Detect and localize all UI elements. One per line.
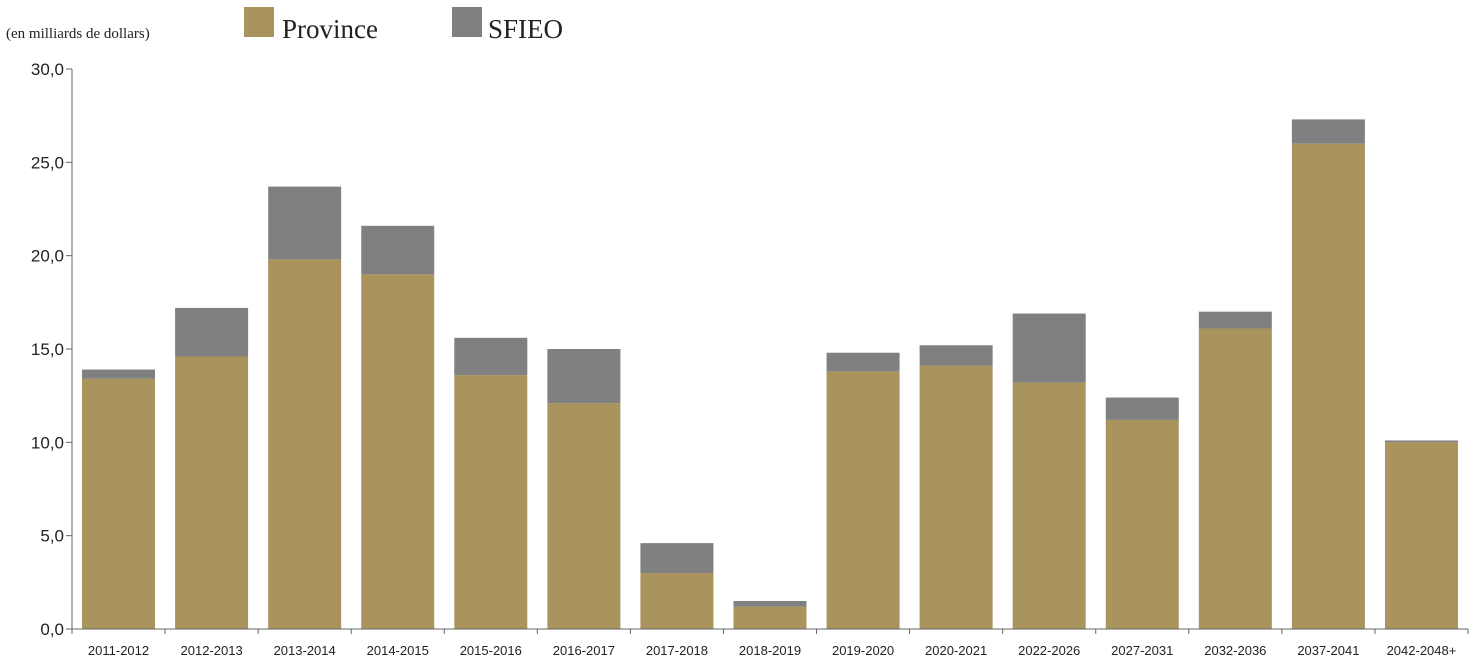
bar-province-2015-2016 [454, 375, 528, 629]
y-tick-label: 20,0 [31, 247, 64, 266]
x-tick-label: 2027-2031 [1111, 643, 1173, 658]
bar-province-2027-2031 [1105, 419, 1179, 629]
bar-province-2022-2026 [1012, 382, 1086, 629]
y-tick-label: 5,0 [40, 527, 64, 546]
bar-province-2016-2017 [547, 403, 621, 629]
bar-province-2037-2041 [1291, 143, 1365, 630]
legend: Province SFIEO [244, 7, 563, 44]
legend-swatch-sfieo [452, 7, 482, 37]
bar-province-2020-2021 [919, 365, 993, 629]
x-tick-label: 2037-2041 [1297, 643, 1359, 658]
y-axis-tick-labels: 0,0 5,0 10,0 15,0 20,0 25,0 30,0 [31, 60, 64, 639]
bar-province-2019-2020 [826, 371, 900, 629]
bar-sfieo-2032-2036 [1198, 311, 1272, 329]
bar-province-2014-2015 [361, 274, 435, 629]
bar-province-2013-2014 [268, 259, 342, 629]
x-tick-label: 2016-2017 [553, 643, 615, 658]
bar-sfieo-2020-2021 [919, 345, 993, 366]
x-tick-label: 2032-2036 [1204, 643, 1266, 658]
bar-sfieo-2018-2019 [733, 601, 807, 607]
bar-province-2042-2048+ [1384, 442, 1458, 629]
bar-province-2011-2012 [82, 378, 156, 629]
y-tick-label: 0,0 [40, 620, 64, 639]
y-tick-label: 15,0 [31, 340, 64, 359]
x-tick-label: 2015-2016 [460, 643, 522, 658]
bar-province-2017-2018 [640, 573, 714, 629]
unit-label: (en milliards de dollars) [6, 26, 150, 42]
x-tick-label: 2017-2018 [646, 643, 708, 658]
bar-sfieo-2042-2048+ [1384, 440, 1458, 443]
bar-sfieo-2037-2041 [1291, 119, 1365, 144]
legend-label-province: Province [282, 14, 378, 44]
bar-sfieo-2012-2013 [175, 307, 249, 357]
bar-province-2018-2019 [733, 606, 807, 629]
bar-sfieo-2014-2015 [361, 225, 435, 275]
x-axis-tick-labels: 2011-2012 2012-2013 2013-2014 2014-2015 2015… [88, 643, 1456, 658]
bar-sfieo-2013-2014 [268, 186, 342, 260]
bar-sfieo-2017-2018 [640, 543, 714, 573]
x-tick-label: 2042-2048+ [1387, 643, 1457, 658]
x-tick-label: 2011-2012 [88, 643, 149, 658]
bar-sfieo-2027-2031 [1105, 397, 1179, 420]
legend-label-sfieo: SFIEO [488, 14, 563, 44]
bar-sfieo-2019-2020 [826, 352, 900, 372]
y-tick-label: 30,0 [31, 60, 64, 79]
x-tick-label: 2013-2014 [274, 643, 336, 658]
bar-province-2032-2036 [1198, 328, 1272, 629]
x-tick-label: 2018-2019 [739, 643, 801, 658]
bar-sfieo-2022-2026 [1012, 313, 1086, 383]
bar-sfieo-2011-2012 [82, 369, 156, 379]
x-tick-label: 2019-2020 [832, 643, 894, 658]
x-tick-label: 2022-2026 [1018, 643, 1080, 658]
x-tick-label: 2012-2013 [181, 643, 243, 658]
bars-layer [82, 119, 1458, 630]
legend-swatch-province [244, 7, 274, 37]
y-tick-label: 10,0 [31, 433, 64, 452]
bar-sfieo-2015-2016 [454, 337, 528, 376]
bar-province-2012-2013 [175, 356, 249, 629]
y-tick-label: 25,0 [31, 153, 64, 172]
x-tick-label: 2014-2015 [367, 643, 429, 658]
x-tick-label: 2020-2021 [925, 643, 987, 658]
axes-layer [66, 68, 1469, 634]
bar-sfieo-2016-2017 [547, 349, 621, 404]
